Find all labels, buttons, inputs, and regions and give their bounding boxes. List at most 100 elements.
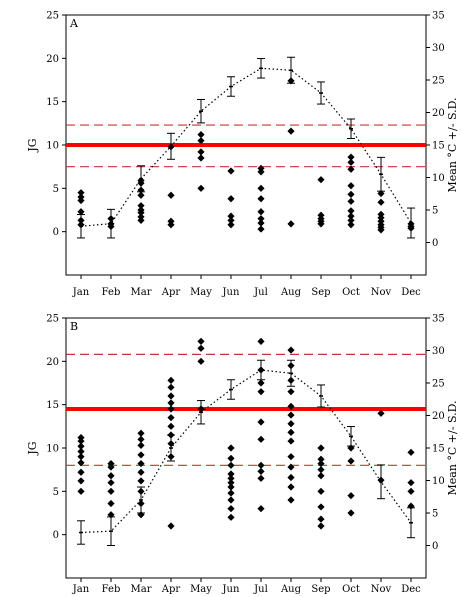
data-point [167, 383, 175, 391]
x-tick-label: Oct [342, 584, 360, 595]
data-point [317, 460, 325, 468]
data-point [137, 441, 145, 449]
data-point [317, 522, 325, 530]
data-point [377, 409, 385, 417]
data-point [317, 487, 325, 495]
right-tick-label: 35 [432, 314, 445, 325]
data-point [317, 455, 325, 463]
data-point [407, 448, 415, 456]
right-tick-label: 10 [432, 476, 445, 487]
data-point [137, 429, 145, 437]
data-point [347, 221, 355, 229]
data-point [317, 466, 325, 474]
data-point [317, 503, 325, 511]
data-point [227, 212, 235, 220]
x-tick-label: Sep [311, 584, 330, 595]
data-point [137, 477, 145, 485]
data-point [107, 511, 115, 519]
data-point [167, 191, 175, 199]
right-tick-label: 15 [432, 141, 445, 152]
left-tick-label: 15 [46, 97, 59, 108]
left-tick-label: 25 [46, 314, 59, 325]
data-point [317, 515, 325, 523]
x-tick-label: Jul [253, 287, 268, 298]
data-point [77, 442, 85, 450]
data-point [227, 461, 235, 469]
x-tick-label: Aug [280, 287, 302, 298]
right-tick-label: 35 [432, 11, 445, 22]
x-tick-label: Jan [72, 584, 90, 595]
data-point [287, 220, 295, 228]
data-point [227, 483, 235, 491]
temperature-line [80, 369, 412, 534]
data-point [167, 392, 175, 400]
data-point [197, 357, 205, 365]
plot-frame [65, 317, 427, 579]
data-point [347, 153, 355, 161]
x-tick-label: May [190, 287, 212, 298]
data-point [227, 474, 235, 482]
x-tick-label: Jan [72, 287, 90, 298]
data-point [287, 127, 295, 135]
x-tick-label: Jun [222, 584, 240, 595]
panel-label: A [69, 17, 79, 30]
right-tick-label: 20 [432, 108, 445, 119]
data-point [137, 213, 145, 221]
data-point [257, 225, 265, 233]
data-point [77, 189, 85, 197]
data-point [347, 165, 355, 173]
data-point [287, 402, 295, 410]
data-point [167, 399, 175, 407]
x-tick-label: Dec [401, 584, 421, 595]
data-point [377, 198, 385, 206]
y-axis-label-left: JG [26, 441, 39, 455]
right-tick-label: 20 [432, 411, 445, 422]
data-point [287, 483, 295, 491]
data-point [287, 453, 295, 461]
x-tick-label: Sep [311, 287, 330, 298]
data-point [137, 191, 145, 199]
data-point [287, 496, 295, 504]
left-tick-label: 10 [46, 444, 59, 455]
data-point [287, 428, 295, 436]
data-point [347, 492, 355, 500]
x-tick-label: Apr [161, 287, 181, 298]
data-point [227, 513, 235, 521]
x-tick-label: Mar [131, 584, 152, 595]
data-point [137, 460, 145, 468]
data-point [407, 479, 415, 487]
data-point [257, 208, 265, 216]
panel-a: A 0 5 10 15 20 25 0 5 10 15 20 25 30 35 JG Mean °C +/- S… [26, 11, 459, 299]
left-tick-label: 5 [53, 487, 59, 498]
data-point [167, 422, 175, 430]
data-point [257, 474, 265, 482]
data-point [227, 195, 235, 203]
data-point [257, 337, 265, 345]
data-point [347, 212, 355, 220]
x-tick-label: Jul [253, 584, 268, 595]
data-point [107, 460, 115, 468]
y-axis-label-left: JG [26, 138, 39, 152]
data-point [227, 454, 235, 462]
data-point [377, 189, 385, 198]
data-point [287, 346, 295, 354]
right-tick-label: 0 [432, 541, 438, 552]
data-point [197, 344, 205, 352]
data-point [257, 219, 265, 227]
x-tick-label: Nov [371, 287, 392, 298]
data-point [257, 379, 265, 387]
data-point [77, 468, 85, 476]
data-point [347, 207, 355, 215]
data-point [287, 463, 295, 471]
data-point [197, 148, 205, 156]
data-point [317, 211, 325, 219]
data-point [77, 208, 85, 216]
data-point [197, 131, 205, 139]
data-point [137, 435, 145, 443]
left-tick-label: 0 [53, 530, 59, 541]
data-point [287, 420, 295, 428]
right-tick-label: 15 [432, 444, 445, 455]
data-point [347, 158, 355, 166]
data-point [107, 472, 115, 480]
